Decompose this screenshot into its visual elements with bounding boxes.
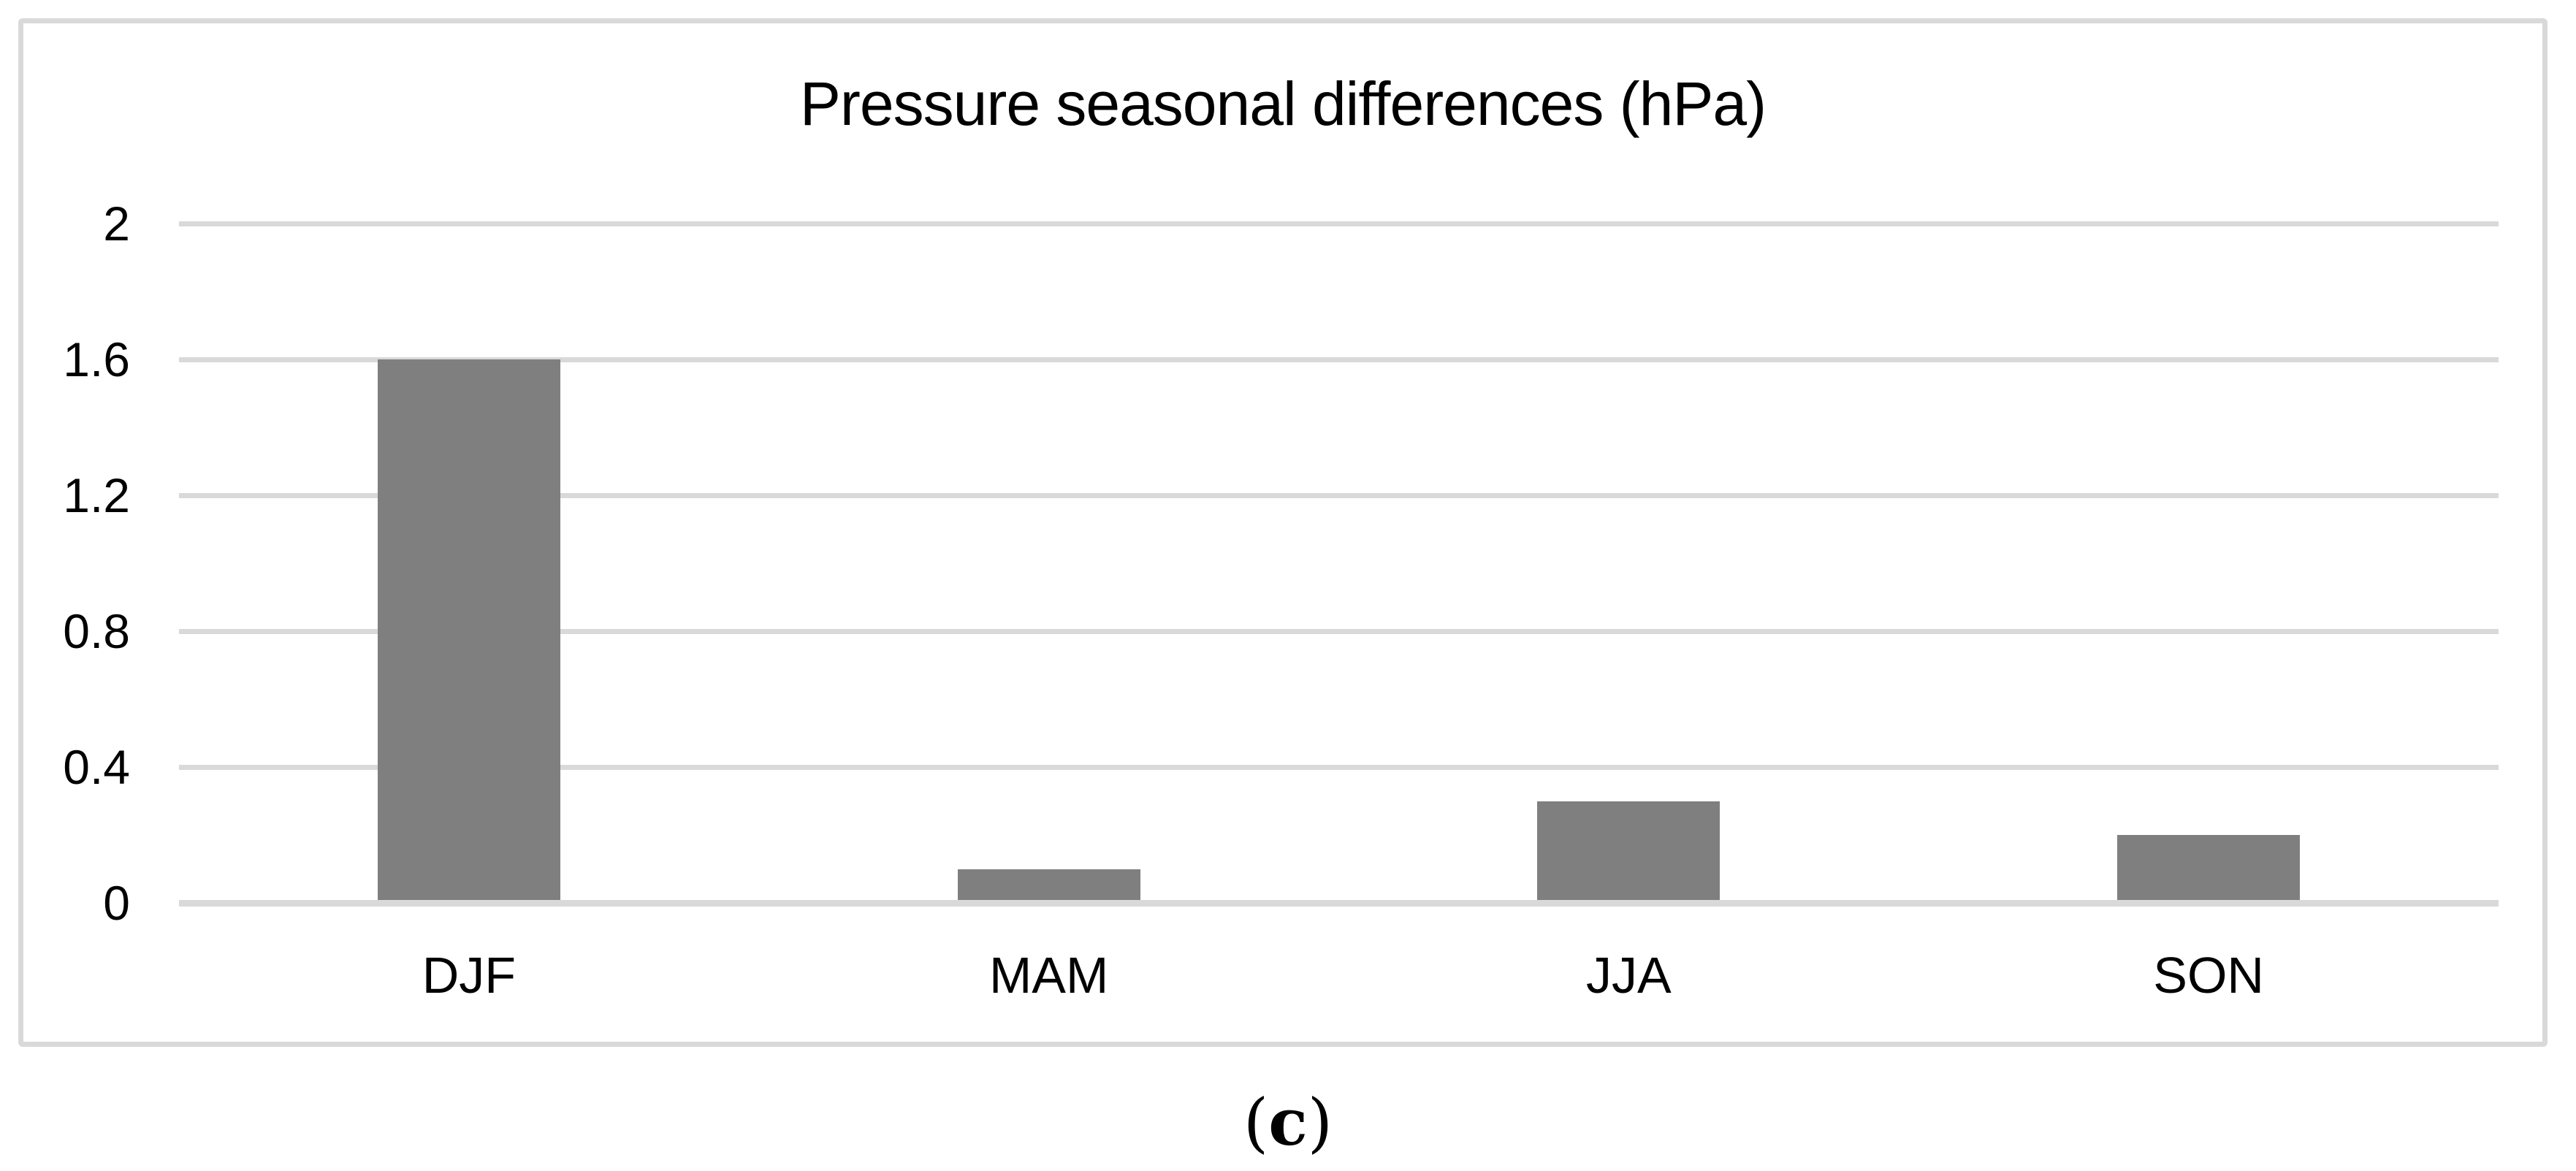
gridline-y-0.8 [179,628,2499,634]
gridline-y-0.4 [179,764,2499,770]
gridline-y-1.6 [179,356,2499,362]
y-axis-tick-label: 0.4 [63,740,130,794]
gridline-y-2 [179,221,2499,226]
figure-caption: (c) [0,1090,2576,1155]
y-axis-tick-label: 0 [103,876,130,930]
bar-JJA [1537,801,1720,903]
bar-SON [2117,835,2301,903]
y-axis-tick-label: 1.2 [63,468,130,522]
y-axis-tick-label: 1.6 [63,332,130,386]
caption-letter: c [1268,1084,1308,1160]
x-axis-category-label: SON [2153,947,2264,1004]
y-axis-tick-label: 0.8 [63,604,130,658]
chart-title: Pressure seasonal differences (hPa) [799,69,1767,138]
y-axis-tick-label: 2 [103,197,130,251]
caption-paren-open: ( [1243,1085,1269,1160]
x-axis-line [179,899,2499,907]
x-axis-category-label: DJF [422,947,517,1004]
caption-paren-close: ) [1307,1085,1333,1160]
bar-DJF [377,359,560,903]
bar-MAM [957,869,1140,903]
x-axis-category-label: MAM [988,947,1109,1004]
gridline-y-1.2 [179,492,2499,498]
x-axis-category-label: JJA [1586,947,1672,1004]
